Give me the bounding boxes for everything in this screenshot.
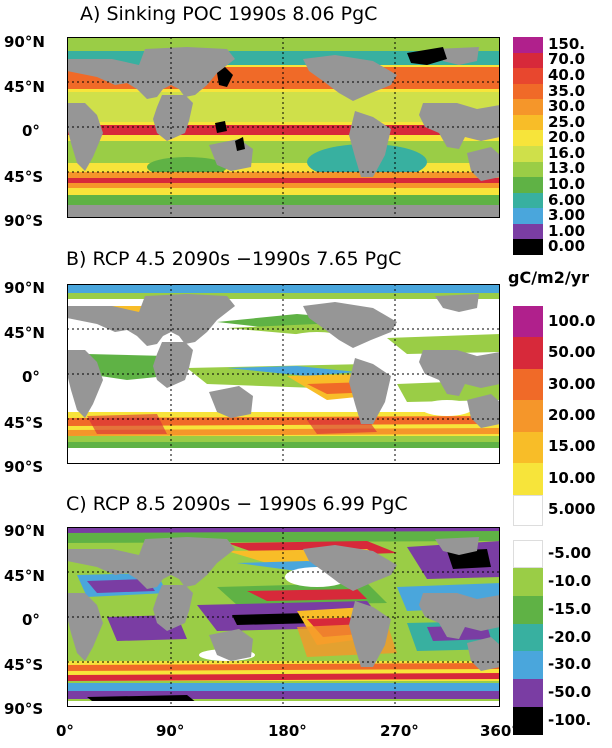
colorbar-label: 25.0 <box>548 112 586 131</box>
panel-c-title: C) RCP 8.5 2090s − 1990s 6.99 PgC <box>66 493 408 515</box>
panel-a-lat-45n: 45°N <box>4 78 45 96</box>
colorbar-label: 30.0 <box>548 97 586 116</box>
colorbar-swatch <box>513 400 543 433</box>
colorbar-label: 15.00 <box>548 437 596 456</box>
colorbar-label: -100. <box>548 711 592 730</box>
colorbar-label: 5.000 <box>548 500 596 519</box>
colorbar-panel-a <box>513 37 543 256</box>
colorbar-swatch <box>513 68 543 85</box>
colorbar-swatch <box>513 679 543 708</box>
panel-a-lat-90s: 90°S <box>4 212 44 230</box>
colorbar-swatch <box>513 463 543 496</box>
colorbar-label: 20.0 <box>548 128 586 147</box>
colorbar-swatch <box>513 337 543 370</box>
colorbar-swatch <box>513 208 543 225</box>
colorbar-label: 70.0 <box>548 50 586 69</box>
colorbar-label: 0.00 <box>548 237 586 256</box>
colorbar-label: 30.00 <box>548 374 596 393</box>
colorbar-label: -15.0 <box>548 599 592 618</box>
panel-b-lat-90n: 90°N <box>4 279 45 297</box>
lon-label-180: 180° <box>268 722 307 740</box>
panel-a-lat-45s: 45°S <box>4 168 44 186</box>
panel-a-lat-0: 0° <box>22 122 40 140</box>
panel-c-lat-90s: 90°S <box>4 700 44 718</box>
colorbar-swatch <box>513 567 543 597</box>
panel-c-lat-45s: 45°S <box>4 656 44 674</box>
colorbar-swatch <box>513 239 543 256</box>
colorbar-panel-c <box>513 540 543 736</box>
colorbar-swatch <box>513 707 543 736</box>
colorbar-swatch <box>513 431 543 464</box>
panel-a-lat-90n: 90°N <box>4 33 45 51</box>
panel-c-lat-0: 0° <box>22 611 40 629</box>
lon-label-360: 360° <box>480 722 519 740</box>
colorbar-label: -50.0 <box>548 683 592 702</box>
colorbar-label: 13.0 <box>548 159 586 178</box>
panel-b-lat-45s: 45°S <box>4 414 44 432</box>
colorbar-swatch <box>513 130 543 147</box>
colorbar-swatch <box>513 146 543 163</box>
colorbar-swatch <box>513 114 543 131</box>
colorbar-swatch <box>513 223 543 240</box>
colorbar-swatch <box>513 99 543 116</box>
colorbar-swatch <box>513 623 543 652</box>
colorbar-unit-label: gC/m2/yr <box>508 268 590 287</box>
panel-c-lat-45n: 45°N <box>4 567 45 585</box>
colorbar-label: 50.00 <box>548 343 596 362</box>
colorbar-swatch <box>513 83 543 100</box>
colorbar-label: -30.0 <box>548 655 592 674</box>
colorbar-swatch <box>513 494 543 527</box>
colorbar-label: 1.00 <box>548 221 586 240</box>
colorbar-swatch <box>513 595 543 625</box>
colorbar-swatch <box>513 540 543 569</box>
colorbar-label: -20.0 <box>548 627 592 646</box>
panel-c-lat-90n: 90°N <box>4 522 45 540</box>
colorbar-label: 10.00 <box>548 468 596 487</box>
colorbar-panel-b <box>513 306 543 527</box>
panel-b-lat-0: 0° <box>22 368 40 386</box>
panel-b-title: B) RCP 4.5 2090s −1990s 7.65 PgC <box>66 248 402 270</box>
colorbar-label: 40.0 <box>548 65 586 84</box>
map-panel-c <box>67 527 500 707</box>
colorbar-swatch <box>513 37 543 54</box>
colorbar-label: -5.00 <box>548 543 592 562</box>
colorbar-label: 6.00 <box>548 190 586 209</box>
panel-b-lat-45n: 45°N <box>4 324 45 342</box>
panel-a-title: A) Sinking POC 1990s 8.06 PgC <box>80 3 378 25</box>
colorbar-swatch <box>513 52 543 69</box>
lon-label-90: 90° <box>156 722 185 740</box>
lon-label-0: 0° <box>56 722 74 740</box>
colorbar-swatch <box>513 368 543 401</box>
colorbar-label: 16.0 <box>548 143 586 162</box>
colorbar-label: 100.0 <box>548 311 596 330</box>
colorbar-label: 3.00 <box>548 206 586 225</box>
colorbar-label: 35.0 <box>548 81 586 100</box>
map-panel-b <box>67 284 500 464</box>
colorbar-label: 150. <box>548 34 586 53</box>
colorbar-label: 20.00 <box>548 406 596 424</box>
colorbar-swatch <box>513 177 543 194</box>
colorbar-swatch <box>513 192 543 209</box>
map-panel-a <box>67 37 500 218</box>
colorbar-label: 10.0 <box>548 174 586 193</box>
colorbar-swatch <box>513 306 543 338</box>
colorbar-label: -10.0 <box>548 571 592 590</box>
panel-b-lat-90s: 90°S <box>4 458 44 476</box>
colorbar-swatch <box>513 161 543 178</box>
lon-label-270: 270° <box>380 722 419 740</box>
colorbar-swatch <box>513 651 543 680</box>
